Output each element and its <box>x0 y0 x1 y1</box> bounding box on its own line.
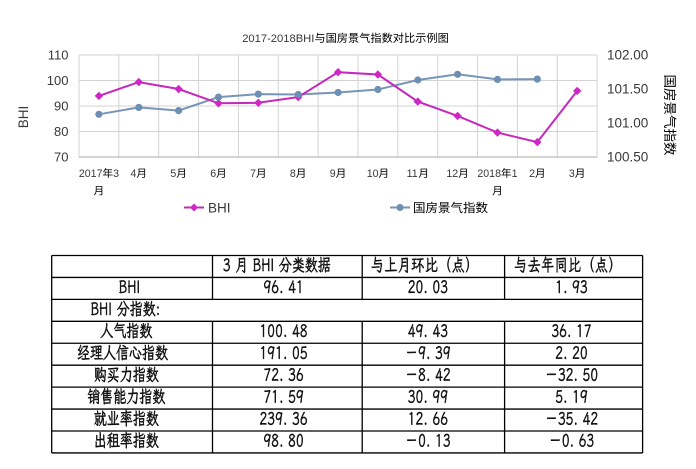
svg-text:101.50: 101.50 <box>607 82 648 97</box>
svg-text:3: 3 <box>569 168 575 180</box>
svg-text:4: 4 <box>131 168 137 180</box>
svg-text:110: 110 <box>48 48 69 63</box>
svg-text:3: 3 <box>113 168 119 180</box>
svg-text:9: 9 <box>330 168 336 180</box>
svg-text:12: 12 <box>446 168 458 180</box>
svg-text:6: 6 <box>210 168 216 180</box>
svg-text:101.00: 101.00 <box>607 116 648 131</box>
svg-text:7: 7 <box>250 168 256 180</box>
svg-text:8: 8 <box>290 168 296 180</box>
svg-text:100: 100 <box>47 73 69 88</box>
svg-text:80: 80 <box>54 124 68 139</box>
svg-text:100.50: 100.50 <box>607 150 648 165</box>
svg-text:2017-2018BHI: 2017-2018BHI <box>242 33 314 45</box>
svg-text:2: 2 <box>529 168 535 180</box>
svg-text:5: 5 <box>170 168 176 180</box>
svg-text:BHI: BHI <box>16 106 31 129</box>
svg-text:70: 70 <box>54 150 68 165</box>
svg-text:BHI: BHI <box>208 200 231 215</box>
svg-text:102.00: 102.00 <box>607 48 648 63</box>
svg-text:10: 10 <box>367 168 379 180</box>
svg-text:2017: 2017 <box>79 168 103 180</box>
svg-text:11: 11 <box>407 168 418 180</box>
svg-text:1: 1 <box>512 168 518 180</box>
svg-text:2018: 2018 <box>477 168 501 180</box>
svg-text:90: 90 <box>54 99 68 114</box>
